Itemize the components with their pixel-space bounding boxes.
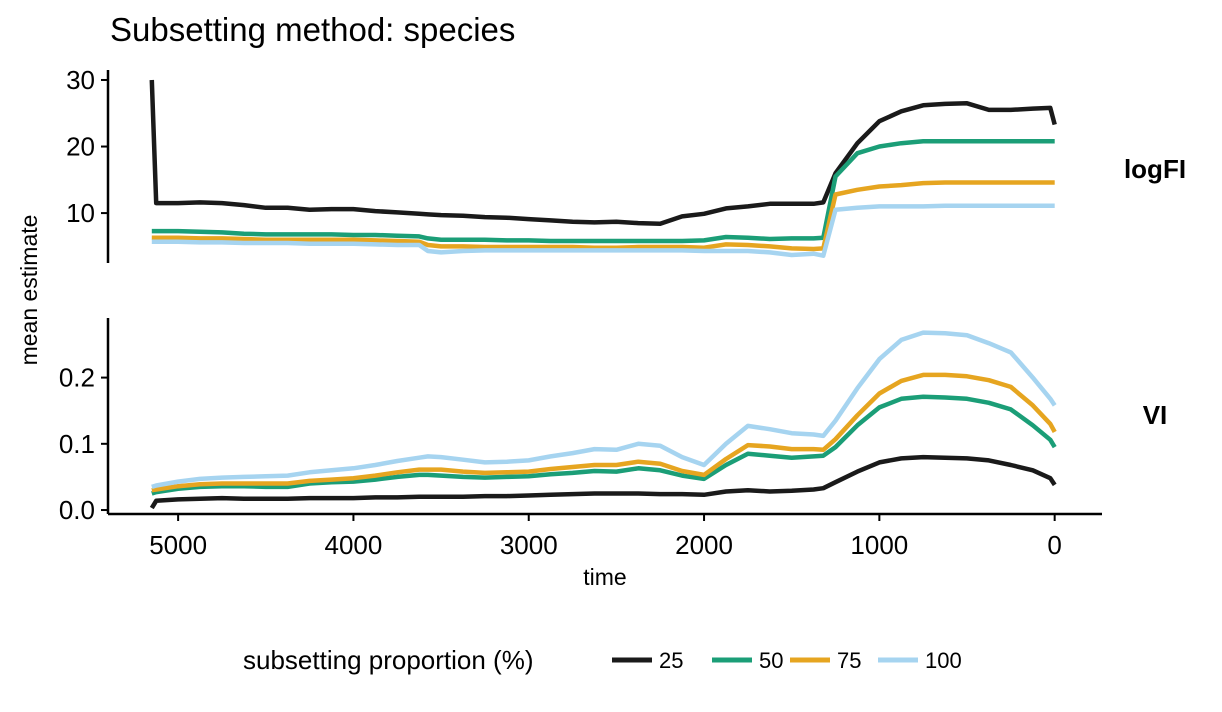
series-line-logfi-100	[151, 203, 1055, 258]
y-axis-title: mean estimate	[16, 215, 42, 366]
strip-label-logfi: logFI	[1124, 154, 1186, 184]
legend-label-100: 100	[925, 648, 962, 673]
y-tick-label: 0.0	[59, 495, 95, 525]
legend-label-25: 25	[659, 648, 683, 673]
x-tick-label: 5000	[149, 530, 207, 560]
series-line-vi-50	[151, 394, 1057, 496]
legend: subsetting proportion (%) 25 50 75 100	[243, 645, 962, 675]
x-tick-label: 4000	[325, 530, 383, 560]
panel-vi: 0.0 0.1 0.2	[59, 318, 1057, 525]
x-axis: 5000 4000 3000 2000 1000 0	[108, 512, 1102, 560]
panel-logfi: 10 20 30	[66, 65, 1057, 263]
x-axis-title: time	[583, 564, 626, 590]
y-tick-label: 10	[66, 198, 95, 228]
strip-label-vi: VI	[1143, 400, 1168, 430]
series-line-logfi-50	[151, 138, 1055, 244]
legend-label-50: 50	[759, 648, 783, 673]
series-line-logfi-25	[149, 79, 1057, 226]
chart-title: Subsetting method: species	[110, 11, 515, 48]
series-line-vi-75	[151, 372, 1057, 493]
x-tick-label: 1000	[850, 530, 908, 560]
series-line-vi-100	[151, 330, 1057, 490]
series-line-vi-25	[149, 454, 1057, 510]
series-line-logfi-75	[151, 180, 1055, 252]
x-tick-label: 2000	[675, 530, 733, 560]
y-tick-label: 0.1	[59, 429, 95, 459]
y-tick-label: 20	[66, 132, 95, 162]
x-tick-label: 0	[1047, 530, 1061, 560]
x-tick-label: 3000	[500, 530, 558, 560]
y-tick-label: 0.2	[59, 363, 95, 393]
legend-label-75: 75	[837, 648, 861, 673]
legend-title: subsetting proportion (%)	[243, 645, 533, 675]
y-tick-label: 30	[66, 65, 95, 95]
